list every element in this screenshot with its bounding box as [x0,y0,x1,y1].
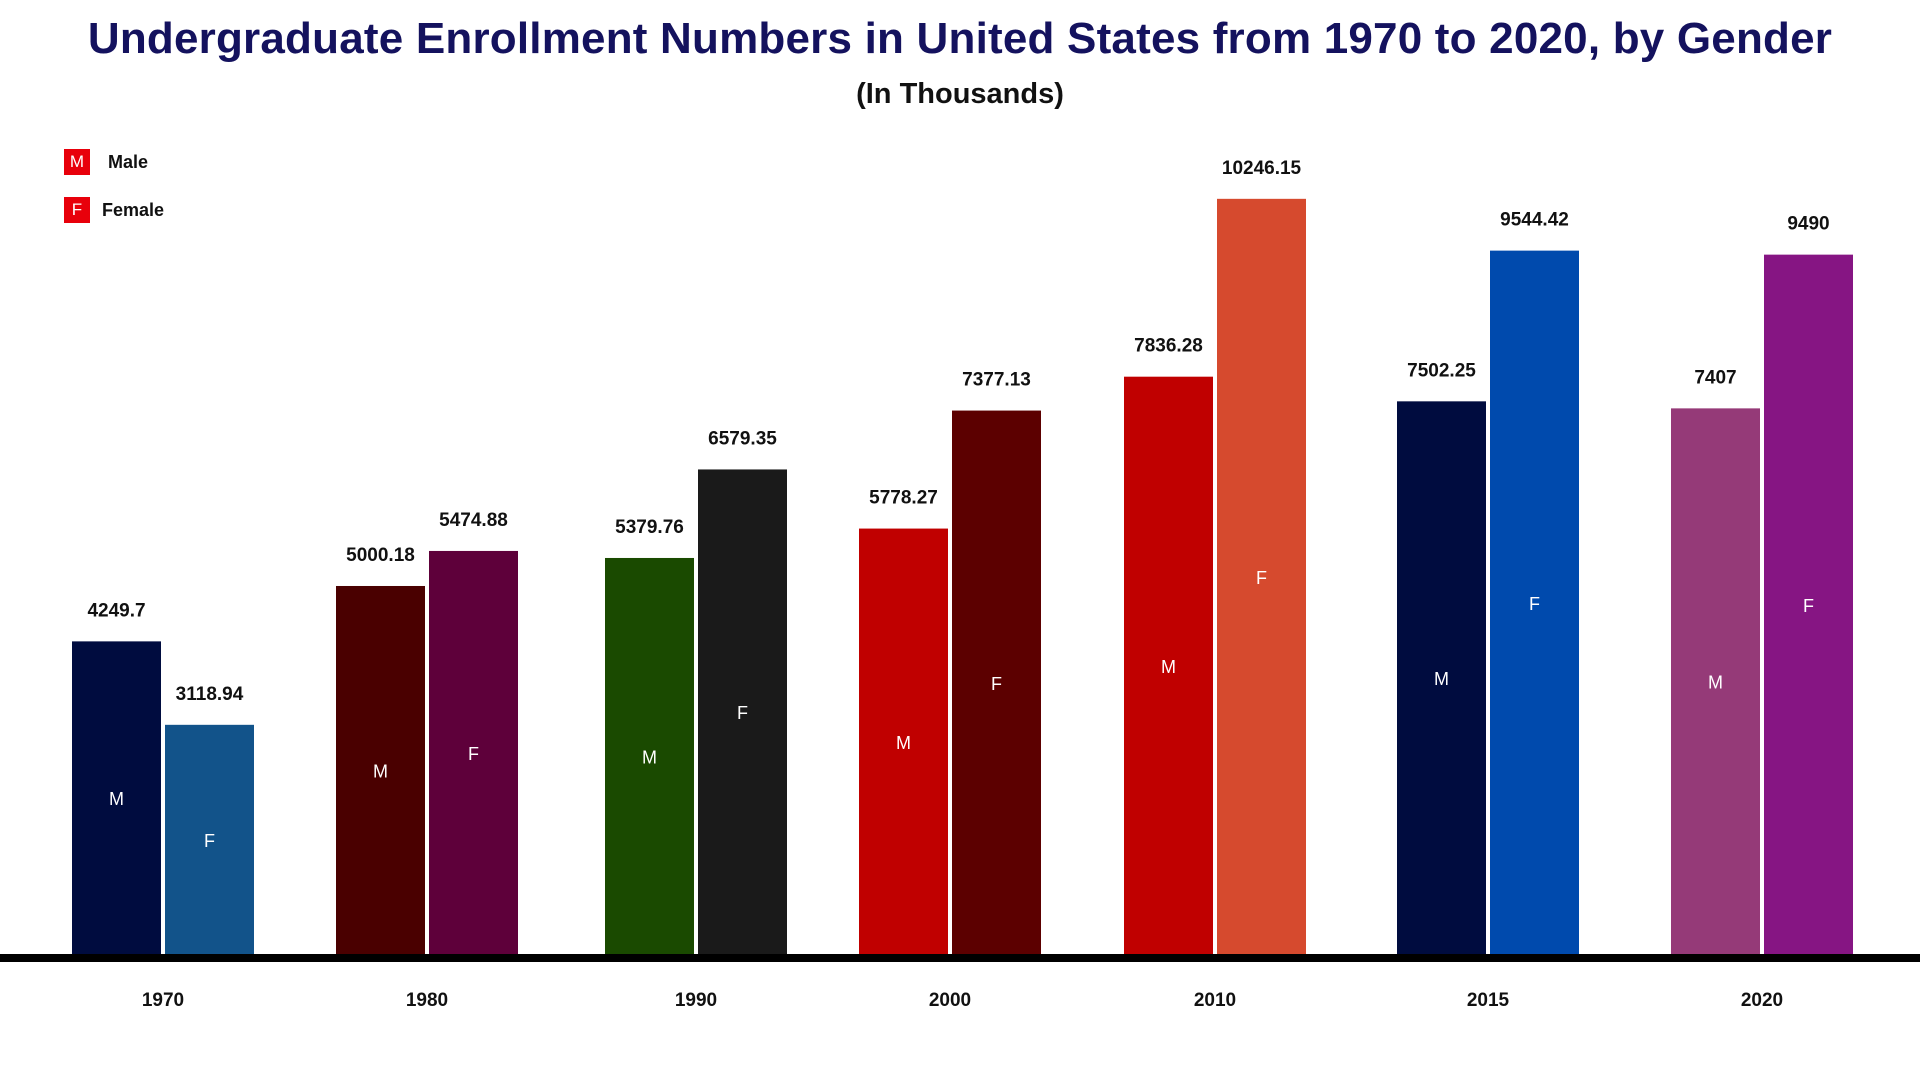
legend-label-male: Male [108,151,149,172]
x-tick-label-1990: 1990 [675,990,717,1011]
value-label-f-2020: 9490 [1787,214,1829,235]
value-label-m-1990: 5379.76 [615,517,684,538]
value-label-m-1980: 5000.18 [346,545,415,566]
bar-m-2010 [1124,376,1213,956]
value-label-m-1970: 4249.7 [87,600,145,621]
bar-marker-f-2010: F [1256,568,1267,588]
value-label-m-2000: 5778.27 [869,488,938,509]
bar-marker-f-2020: F [1803,596,1814,616]
bar-marker-m-1990: M [642,747,657,767]
legend-label-female: Female [102,199,165,220]
bar-f-2015 [1490,250,1579,955]
bar-f-2010 [1217,198,1306,956]
bar-marker-m-2020: M [1708,673,1723,693]
bar-marker-f-2000: F [991,674,1002,694]
value-label-f-2010: 10246.15 [1222,158,1302,179]
legend-swatch-female: F [64,197,90,223]
x-tick-label-2015: 2015 [1467,990,1510,1011]
value-label-f-2000: 7377.13 [962,370,1031,391]
bar-marker-f-1980: F [468,744,479,764]
chart-subtitle: (In Thousands) [856,78,1064,110]
legend-swatch-male: M [64,149,90,175]
value-label-f-1970: 3118.94 [176,684,244,705]
bar-marker-f-2015: F [1529,594,1540,614]
legend-item-male: M Male [64,149,148,175]
x-tick-label-1970: 1970 [142,990,184,1011]
x-axis-line [0,954,1920,962]
value-label-m-2015: 7502.25 [1407,360,1476,381]
chart-title: Undergraduate Enrollment Numbers in Unit… [87,14,1833,63]
x-tick-label-2010: 2010 [1194,990,1236,1011]
bar-m-1980 [336,585,425,955]
x-tick-label-1980: 1980 [406,990,448,1011]
bar-marker-m-1980: M [373,761,388,781]
bar-m-2015 [1397,401,1486,955]
bar-f-1970 [165,724,254,955]
bar-m-1990 [605,557,694,955]
bar-f-1990 [698,469,787,955]
value-label-m-2010: 7836.28 [1134,336,1203,357]
value-label-m-2020: 7407 [1694,367,1736,388]
bar-f-2020 [1764,254,1853,955]
bar-marker-m-1970: M [109,789,124,809]
x-tick-label-2000: 2000 [929,990,971,1011]
bar-m-2000 [859,528,948,955]
bar-f-1980 [429,550,518,955]
value-label-f-1980: 5474.88 [439,510,508,531]
bar-marker-f-1990: F [737,703,748,723]
bar-marker-m-2010: M [1161,657,1176,677]
bar-marker-m-2000: M [896,733,911,753]
value-label-f-1990: 6579.35 [708,428,777,449]
bar-marker-m-2015: M [1434,669,1449,689]
x-tick-label-2020: 2020 [1741,990,1783,1011]
bar-marker-f-1970: F [204,831,215,851]
bar-m-1970 [72,641,161,955]
bar-m-2020 [1671,408,1760,955]
value-label-f-2015: 9544.42 [1500,210,1569,231]
legend-item-female: F Female [64,197,164,223]
bar-f-2000 [952,410,1041,955]
